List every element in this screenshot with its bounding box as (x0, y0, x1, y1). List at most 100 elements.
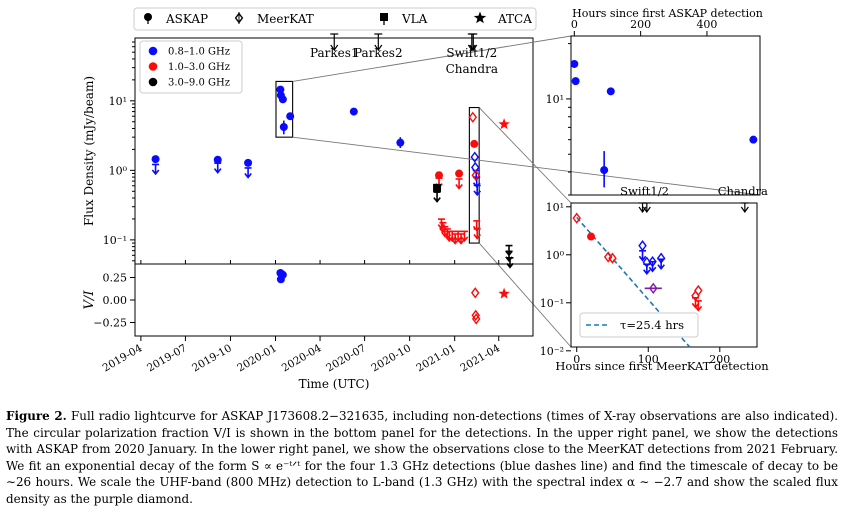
date-x-tick-label: 2019-04 (101, 342, 145, 374)
exponential-fit-line (576, 216, 691, 348)
instrument-legend-box (133, 7, 537, 31)
upper-limit-marker (244, 167, 252, 179)
band-legend-box (139, 40, 243, 94)
askap-zoom-point (570, 59, 579, 68)
askap-zoom-point (571, 77, 580, 86)
askap-x-tick-label: 0 (571, 18, 578, 31)
meerkat-y-tick-label: 10⁻² (540, 345, 564, 358)
upper-limit-marker (213, 163, 222, 174)
caption-label: Figure 2. (6, 409, 67, 423)
zoom-connector (292, 136, 761, 196)
upper-limit-marker (445, 231, 454, 243)
band-legend-marker (148, 62, 158, 71)
detection-marker (471, 169, 480, 181)
detection-marker (244, 158, 253, 167)
detection-marker (286, 112, 295, 121)
zoom-box (468, 106, 480, 244)
date-x-tick-label: 2019-07 (145, 342, 189, 374)
meerkat-zoom-point (656, 252, 666, 264)
band-legend-marker (148, 46, 158, 56)
askap-y-tick-label: 10¹ (546, 93, 564, 106)
meerkat-zoom-point (608, 252, 617, 264)
instrument-legend-marker (473, 11, 487, 24)
detection-marker (433, 183, 442, 192)
meerkat-upper-limit (638, 250, 647, 262)
fit-legend-label: τ=25.4 hrs (620, 318, 684, 332)
meerkat-event-marker-head (740, 206, 749, 214)
vi-y-tick-label: 0.00 (103, 294, 128, 307)
askap-x-tick-label: 200 (630, 18, 651, 31)
detection-marker (498, 118, 510, 130)
detection-marker (455, 169, 464, 178)
askap-zoom-point (600, 166, 609, 175)
detection-marker (278, 95, 287, 104)
date-x-tick-label: 2020-10 (369, 342, 413, 374)
upper-limit-marker (457, 234, 465, 245)
meerkat-x-tick-label: 100 (638, 353, 659, 366)
fit-legend-box (579, 312, 699, 338)
detection-marker (349, 107, 358, 116)
event-marker-head (467, 44, 476, 52)
date-x-tick-label: 2020-04 (280, 342, 324, 374)
vi-point (471, 309, 480, 321)
meerkat-zoom-point (691, 290, 700, 302)
meerkat-zoom-frame (570, 202, 758, 348)
zoom-connector (478, 242, 572, 348)
meerkat-zoom-point (694, 284, 703, 297)
askap-zoom-frame (570, 35, 761, 196)
event-marker-head (469, 44, 478, 52)
figure: 10⁻¹ 10⁰ 10¹ Flux Density (mJy/beam) Parkes1… (82, 7, 769, 391)
vi-panel-frame (134, 263, 534, 337)
detection-marker (435, 171, 444, 180)
event-label: Parkes1 (310, 46, 359, 60)
upper-limit-marker (473, 185, 482, 197)
instrument-legend-label: MeerKAT (257, 12, 314, 26)
askap-zoom-point (606, 87, 615, 96)
vi-y-axis-label: V/I (82, 290, 97, 310)
meerkat-event-marker-head (642, 206, 651, 214)
vi-y-tick-label: 0.25 (103, 272, 128, 285)
date-x-tick-label: 2021-04 (458, 342, 502, 374)
event-marker-head (330, 44, 339, 52)
meerkat-y-tick-label: 10⁰ (546, 249, 565, 262)
meerkat-event-label: Chandra (718, 184, 768, 198)
instrument-legend-label: ATCA (497, 12, 532, 26)
caption-text: Full radio lightcurve for ASKAP J173608.… (6, 409, 838, 506)
meerkat-x-tick-label: 200 (709, 353, 730, 366)
detection-marker (279, 123, 288, 132)
meerkat-y-tick-label: 10⁻¹ (540, 297, 564, 310)
date-x-axis-label: Time (UTC) (299, 377, 370, 391)
upper-limit-marker (473, 228, 482, 240)
zoom-box (275, 80, 294, 138)
meerkat-zoom-point (638, 239, 647, 252)
askap-x-axis-label: Hours since first ASKAP detection (572, 7, 763, 20)
meerkat-x-tick-label: 0 (573, 353, 580, 366)
upper-limit-marker (460, 231, 469, 243)
main-y-tick-label: 10⁰ (109, 164, 128, 177)
detection-marker (470, 139, 479, 148)
event-marker-head (374, 44, 383, 52)
detection-marker (396, 138, 405, 147)
upper-limit-marker (506, 257, 514, 269)
zoom-connector (478, 107, 572, 204)
meerkat-y-tick-label: 10¹ (546, 201, 564, 214)
band-legend-marker (148, 77, 158, 87)
event-label: Swift1/2 (446, 46, 497, 60)
detection-marker (470, 151, 479, 163)
main-y-axis-label: Flux Density (mJy/beam) (82, 76, 96, 226)
meerkat-x-axis-label: Hours since first MeerKAT detection (555, 359, 769, 373)
event-label: Parkes2 (354, 46, 403, 60)
meerkat-zoom-point (649, 282, 658, 295)
upper-limit-marker (433, 192, 441, 203)
vi-point (278, 270, 287, 279)
main-y-tick-label: 10¹ (109, 95, 127, 108)
main-y-tick-label: 10⁻¹ (103, 234, 127, 247)
detection-marker (151, 155, 160, 164)
meerkat-event-label: Swift1/2 (620, 184, 669, 198)
upper-limit-marker (151, 164, 160, 176)
detection-marker (468, 111, 478, 123)
meerkat-zoom-point (648, 255, 657, 268)
meerkat-zoom-point (587, 232, 596, 241)
detection-marker (213, 155, 222, 164)
band-legend-label: 0.8–1.0 GHz (168, 47, 230, 58)
